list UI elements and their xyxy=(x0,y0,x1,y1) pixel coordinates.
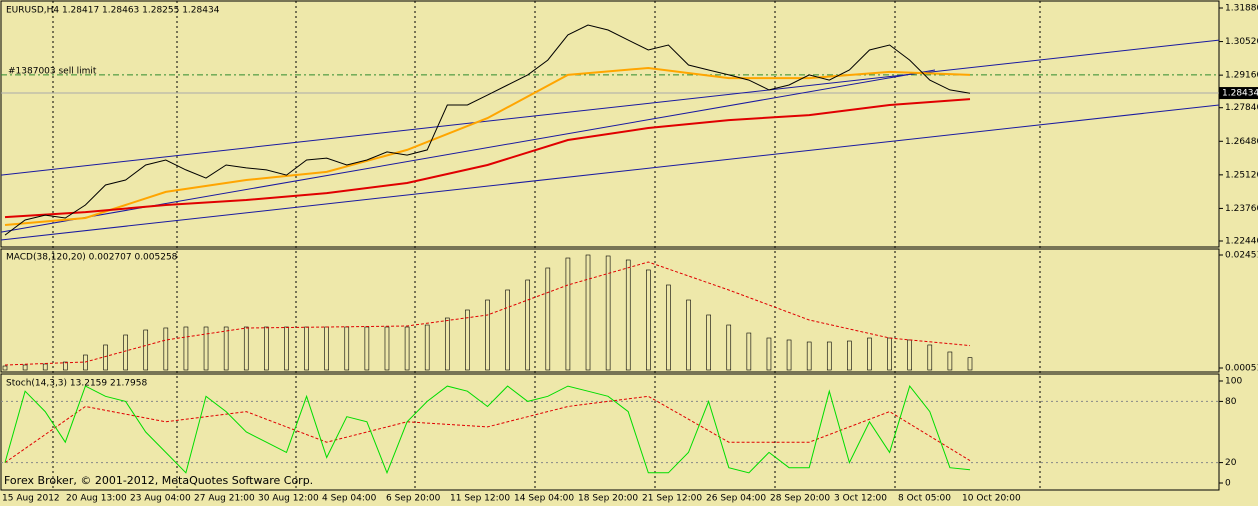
macd-bar xyxy=(384,326,390,371)
macd-bar xyxy=(203,326,209,371)
y-tick-label: 1.29160 xyxy=(1225,71,1258,81)
current-price-box xyxy=(1219,87,1258,100)
macd-bar xyxy=(867,337,872,371)
macd-bar xyxy=(565,257,571,371)
macd-bar xyxy=(947,351,953,371)
x-tick-label: 18 Sep 20:00 xyxy=(578,494,638,504)
stoch-frame xyxy=(0,373,1220,491)
macd-bar xyxy=(485,299,490,371)
macd-bar xyxy=(786,339,792,371)
macd-bar xyxy=(847,340,852,371)
price-frame xyxy=(0,0,1220,248)
y-tick-label: 1.31880 xyxy=(1225,4,1258,14)
macd-bar xyxy=(525,279,531,371)
x-tick-label: 4 Sep 04:00 xyxy=(322,494,377,504)
macd-bar xyxy=(766,337,772,371)
x-tick-label: 3 Oct 12:00 xyxy=(834,494,887,504)
macd-bar xyxy=(465,309,470,371)
macd-bar xyxy=(264,326,269,371)
macd-bar xyxy=(666,284,671,371)
macd-bar xyxy=(585,254,591,371)
y-tick-label: 1.25120 xyxy=(1225,170,1258,180)
moving-average xyxy=(4,66,971,226)
macd-bar xyxy=(424,324,430,371)
macd-header: MACD(38,120,20) 0.002707 0.005258 xyxy=(6,253,178,263)
macd-bar xyxy=(103,344,108,371)
x-tick-label: 15 Aug 2012 xyxy=(2,494,60,504)
stoch-header: Stoch(14,3,3) 13.2159 21.7958 xyxy=(6,379,147,389)
moving-average xyxy=(4,98,971,219)
y-tick-label: 0 xyxy=(1225,479,1231,489)
macd-bar xyxy=(243,326,249,371)
x-tick-label: 23 Aug 04:00 xyxy=(130,494,191,504)
x-tick-label: 8 Oct 05:00 xyxy=(898,494,951,504)
macd-bar xyxy=(22,364,28,371)
time-grid xyxy=(52,1,1041,490)
y-tick-label: 0.02451 xyxy=(1225,251,1258,261)
macd-bar xyxy=(605,255,611,371)
macd-bar xyxy=(163,327,169,371)
x-tick-label: 14 Sep 04:00 xyxy=(514,494,574,504)
macd-bar xyxy=(83,354,88,371)
x-tick-label: 30 Aug 12:00 xyxy=(258,494,319,504)
x-tick-label: 27 Aug 21:00 xyxy=(194,494,255,504)
macd-bar xyxy=(143,329,149,371)
macd-bar xyxy=(806,341,812,371)
x-tick-label: 26 Sep 04:00 xyxy=(706,494,766,504)
macd-bar xyxy=(284,326,289,371)
macd-bar xyxy=(444,317,450,371)
x-tick-label: 11 Sep 12:00 xyxy=(450,494,510,504)
y-tick-label: 20 xyxy=(1225,458,1237,468)
macd-bar xyxy=(123,334,128,371)
macd-bar xyxy=(826,341,832,371)
macd-bar xyxy=(625,259,631,371)
macd-bar xyxy=(404,326,410,371)
macd-bar xyxy=(726,324,732,371)
macd-frame xyxy=(0,248,1220,373)
order-label: #1387003 sell limit xyxy=(8,66,97,76)
macd-bar xyxy=(686,299,691,371)
channel-line xyxy=(0,39,1220,176)
x-tick-label: 21 Sep 12:00 xyxy=(642,494,702,504)
stoch-main xyxy=(4,385,971,475)
macd-bar xyxy=(183,326,189,371)
y-tick-label: 1.27840 xyxy=(1225,103,1258,113)
x-tick-label: 6 Sep 20:00 xyxy=(386,494,441,504)
macd-bar xyxy=(967,357,973,371)
x-tick-label: 20 Aug 13:00 xyxy=(66,494,127,504)
y-tick-label: 100 xyxy=(1225,377,1242,387)
macd-bar xyxy=(545,267,551,371)
stoch-signal xyxy=(4,395,971,464)
y-tick-label: 1.30520 xyxy=(1225,37,1258,47)
x-tick-label: 28 Sep 20:00 xyxy=(770,494,830,504)
x-tick-label: 10 Oct 20:00 xyxy=(962,494,1021,504)
y-tick-label: 1.23760 xyxy=(1225,204,1258,214)
macd-bar xyxy=(63,361,68,371)
channel-line xyxy=(0,104,1220,241)
macd-bar xyxy=(927,344,933,371)
macd-bar xyxy=(646,269,651,371)
macd-bar xyxy=(2,365,8,371)
y-tick-label: 80 xyxy=(1225,397,1237,407)
macd-bar xyxy=(505,289,510,371)
macd-bar xyxy=(746,332,752,371)
current-price-label: 1.28434 xyxy=(1222,89,1258,99)
macd-signal xyxy=(4,261,971,366)
macd-bar xyxy=(223,326,229,371)
y-tick-label: 1.22440 xyxy=(1225,237,1258,247)
footer: Forex Broker, © 2001-2012, MetaQuotes So… xyxy=(4,474,313,487)
price-header: EURUSD,H4 1.28417 1.28463 1.28255 1.2843… xyxy=(6,6,220,16)
y-tick-label: 1.26480 xyxy=(1225,137,1258,147)
price-line xyxy=(4,24,971,236)
macd-bar xyxy=(706,314,711,371)
